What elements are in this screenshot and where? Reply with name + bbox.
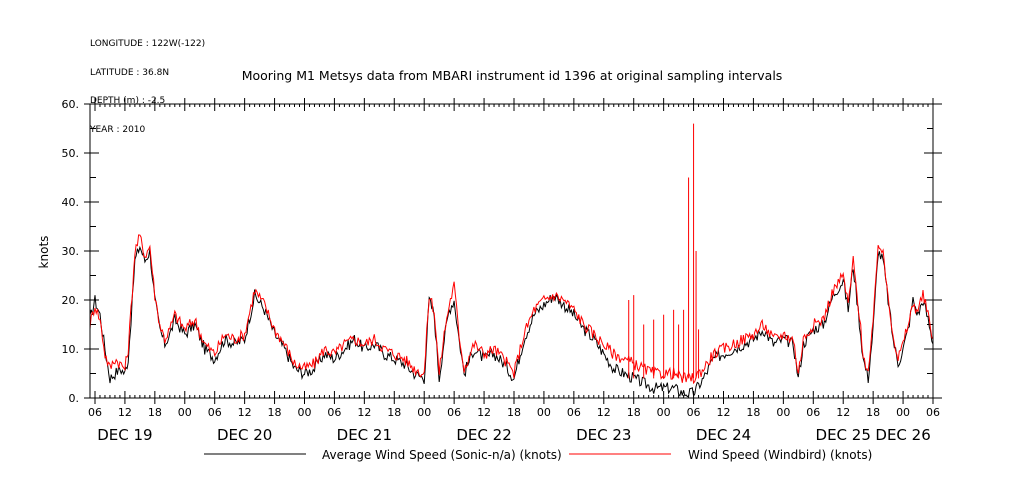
x-tick-label-2: 18 — [148, 406, 162, 419]
x-tick-label-17: 12 — [597, 406, 611, 419]
x-tick-label-6: 18 — [268, 406, 282, 419]
x-tick-label-4: 06 — [208, 406, 222, 419]
x-tick-label-5: 12 — [238, 406, 252, 419]
x-tick-label-22: 18 — [746, 406, 760, 419]
x-tick-label-7: 00 — [297, 406, 311, 419]
series-line-1 — [89, 234, 934, 385]
series-line-0 — [89, 245, 934, 398]
x-tick-label-21: 12 — [716, 406, 730, 419]
legend-label-1: Wind Speed (Windbird) (knots) — [688, 448, 872, 462]
x-tick-label-8: 06 — [327, 406, 341, 419]
x-tick-label-27: 00 — [896, 406, 910, 419]
metadata-longitude: LONGITUDE : 122W(-122) — [90, 39, 206, 49]
legend-label-0: Average Wind Speed (Sonic-n/a) (knots) — [322, 448, 562, 462]
x-tick-label-14: 18 — [507, 406, 521, 419]
y-tick-label-2: 20. — [62, 294, 80, 307]
legend: Average Wind Speed (Sonic-n/a) (knots) Wi… — [204, 448, 872, 462]
x-day-label-7: DEC 26 — [875, 426, 930, 444]
chart-title: Mooring M1 Metsys data from MBARI instru… — [242, 68, 783, 83]
x-tick-label-19: 00 — [657, 406, 671, 419]
x-tick-label-15: 00 — [537, 406, 551, 419]
metadata-year: YEAR : 2010 — [90, 124, 146, 135]
x-tick-label-18: 18 — [627, 406, 641, 419]
x-day-label-1: DEC 20 — [217, 426, 272, 444]
x-tick-label-3: 00 — [178, 406, 192, 419]
plot-frame — [89, 103, 934, 399]
x-tick-label-1: 12 — [118, 406, 132, 419]
series-layer — [89, 123, 934, 398]
metadata-block: LONGITUDE : 122W(-122) LATITUDE : 36.8N … — [90, 21, 205, 145]
x-tick-label-0: 06 — [88, 406, 102, 419]
x-tick-label-16: 06 — [567, 406, 581, 419]
metadata-depth: DEPTH (m) : -2.5 — [90, 96, 166, 106]
y-tick-label-1: 10. — [62, 343, 80, 356]
x-tick-label-12: 06 — [447, 406, 461, 419]
x-day-label-0: DEC 19 — [97, 426, 152, 444]
x-tick-label-23: 00 — [776, 406, 790, 419]
x-tick-label-11: 00 — [417, 406, 431, 419]
axis-labels: 06 12 18 00 06 12 18 00 06 12 18 00 06 12 18 00 06 12 18 00… — [62, 98, 941, 444]
x-tick-label-24: 06 — [806, 406, 820, 419]
x-day-label-6: DEC 25 — [816, 426, 871, 444]
x-day-label-3: DEC 22 — [456, 426, 511, 444]
x-tick-label-20: 06 — [687, 406, 701, 419]
y-tick-label-5: 50. — [62, 147, 80, 160]
y-axis-label: knots — [37, 236, 51, 269]
x-tick-label-9: 12 — [357, 406, 371, 419]
x-tick-label-26: 18 — [866, 406, 880, 419]
y-tick-label-3: 30. — [62, 245, 80, 258]
x-day-label-4: DEC 23 — [576, 426, 631, 444]
y-tick-label-6: 60. — [62, 98, 80, 111]
x-tick-label-13: 12 — [477, 406, 491, 419]
y-tick-label-0: 0. — [69, 392, 80, 405]
x-day-label-5: DEC 24 — [696, 426, 751, 444]
x-tick-label-25: 12 — [836, 406, 850, 419]
y-tick-label-4: 40. — [62, 196, 80, 209]
x-day-label-2: DEC 21 — [337, 426, 392, 444]
x-tick-label-28: 06 — [926, 406, 940, 419]
metadata-latitude: LATITUDE : 36.8N — [90, 67, 170, 78]
x-tick-label-10: 18 — [387, 406, 401, 419]
